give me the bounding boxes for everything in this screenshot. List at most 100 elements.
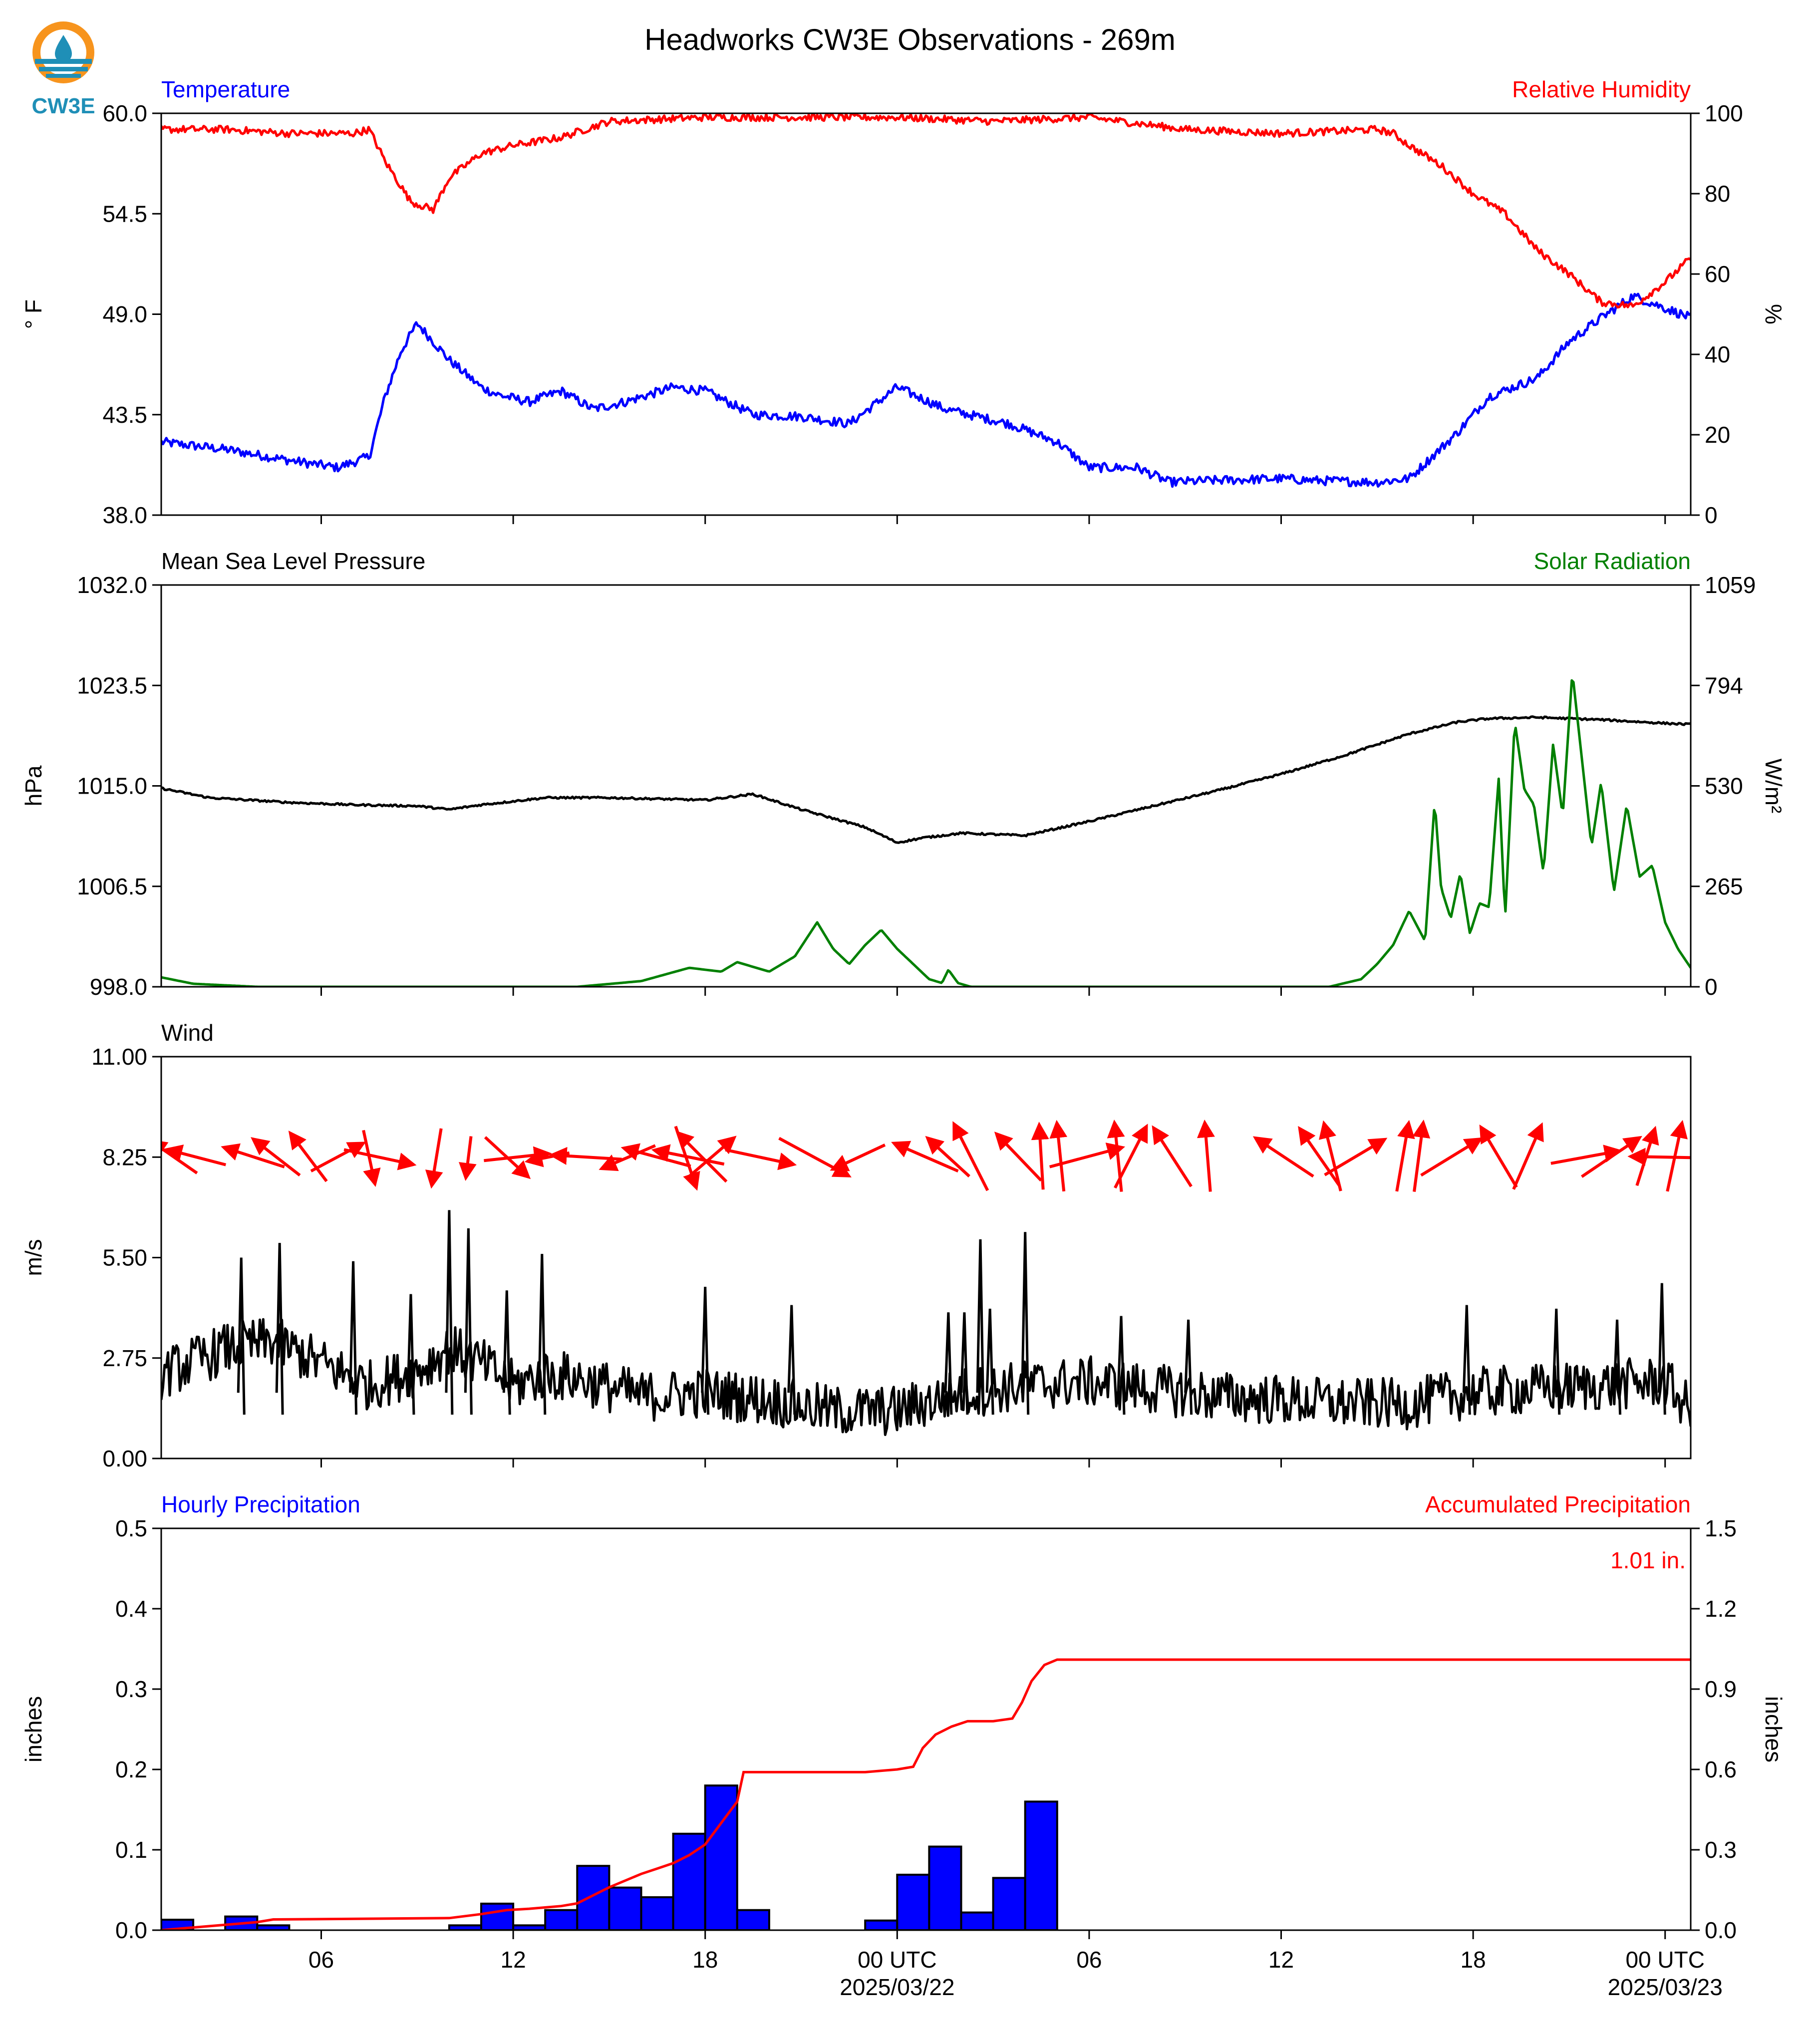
plot-area xyxy=(161,1119,1691,1436)
wind-arrow xyxy=(674,1126,700,1191)
panel-left-label: Temperature xyxy=(161,76,290,102)
wind-arrow xyxy=(1627,1148,1691,1166)
wind-gust-spike xyxy=(237,1257,246,1415)
wind-arrow xyxy=(1479,1124,1518,1188)
wind-arrow xyxy=(651,1144,725,1166)
wind-gust-spike xyxy=(985,1308,994,1415)
accumulated-precip-line xyxy=(161,1658,1691,1930)
wind-gust-spike xyxy=(960,1312,969,1415)
y-tick-label: 0.00 xyxy=(102,1446,147,1471)
y-tick-label: 2.75 xyxy=(102,1345,147,1371)
y2-tick-label: 0.0 xyxy=(1705,1917,1737,1943)
y-axis-title: ° F xyxy=(20,299,46,329)
y-tick-label: 0.0 xyxy=(115,1917,147,1943)
precip-bar xyxy=(640,1896,674,1930)
y-tick-label: 5.50 xyxy=(102,1245,147,1271)
wind-arrow xyxy=(221,1143,285,1168)
wind-arrow xyxy=(1412,1120,1431,1192)
wind-gust-spike xyxy=(1613,1319,1622,1415)
y2-tick-label: 100 xyxy=(1705,100,1743,126)
y2-axis-title: % xyxy=(1761,304,1787,324)
y2-tick-label: 0.9 xyxy=(1705,1676,1737,1702)
x-tick-label: 00 UTC xyxy=(1625,1947,1704,1973)
wind-arrow xyxy=(1420,1137,1483,1177)
x-tick-label: 06 xyxy=(1076,1947,1102,1973)
plot-frame xyxy=(160,1527,1692,1931)
wind-arrow xyxy=(1197,1119,1215,1192)
plot-frame xyxy=(160,112,1692,516)
wind-arrow xyxy=(675,1131,728,1183)
wind-arrow xyxy=(830,1144,886,1171)
y2-tick-label: 60 xyxy=(1705,261,1730,287)
y-tick-label: 38.0 xyxy=(102,502,147,528)
wind-arrow xyxy=(425,1128,443,1189)
wind-arrow xyxy=(459,1136,477,1181)
x-tick-label: 18 xyxy=(1461,1947,1486,1973)
y-tick-label: 0.5 xyxy=(115,1515,147,1541)
wind-gust-spike xyxy=(944,1312,953,1415)
precip-bar xyxy=(576,1865,610,1930)
cw3e-logo-mark xyxy=(32,21,94,83)
precip-bar xyxy=(960,1911,994,1930)
y-tick-label: 49.0 xyxy=(102,301,147,327)
plot-frame xyxy=(160,1056,1692,1459)
wind-gust-spike xyxy=(1021,1232,1030,1415)
wind-arrow xyxy=(1580,1136,1642,1178)
precip-bar xyxy=(544,1909,579,1930)
panel-temp_rh: Temperature Relative Humidity 38.0 43.5 49.0… xyxy=(20,76,1787,528)
y2-tick-label: 0 xyxy=(1705,974,1718,1000)
wind-arrow xyxy=(688,1136,737,1178)
y-tick-label: 998.0 xyxy=(90,974,147,1000)
y-tick-label: 1006.5 xyxy=(77,873,147,899)
y2-tick-label: 80 xyxy=(1705,181,1730,207)
wind-arrow xyxy=(1152,1125,1193,1187)
panel-right-label: Accumulated Precipitation xyxy=(1425,1491,1691,1517)
y2-tick-label: 20 xyxy=(1705,422,1730,448)
plot-area xyxy=(161,679,1691,987)
precip-bar xyxy=(480,1902,515,1930)
wind-gust-spike xyxy=(701,1286,710,1415)
wind-gust-spike xyxy=(787,1305,796,1415)
wind-arrow xyxy=(549,1147,622,1165)
panel-pressure_solar: Mean Sea Level Pressure Solar Radiation 99… xyxy=(20,548,1787,1000)
wind-gust-spike xyxy=(349,1261,358,1415)
y-tick-label: 0.3 xyxy=(115,1676,147,1702)
wind-arrow xyxy=(1550,1145,1622,1165)
precip-bar xyxy=(256,1924,291,1930)
wind-arrow xyxy=(1635,1126,1659,1186)
wind-arrow xyxy=(1324,1138,1388,1176)
precip-bar xyxy=(928,1845,962,1930)
y-tick-label: 1015.0 xyxy=(77,773,147,799)
accumulated-total-label: 1.01 in. xyxy=(1610,1547,1686,1573)
y2-tick-label: 530 xyxy=(1705,773,1743,799)
wind-arrow xyxy=(725,1148,797,1170)
y-tick-label: 0.2 xyxy=(115,1756,147,1782)
y-tick-label: 54.5 xyxy=(102,201,147,227)
wind-arrow xyxy=(1049,1143,1126,1168)
wind-arrow xyxy=(952,1121,989,1191)
precip-bar xyxy=(672,1832,706,1930)
wind-arrow xyxy=(251,1137,301,1177)
y2-tick-label: 1059 xyxy=(1705,572,1756,598)
y2-tick-label: 40 xyxy=(1705,341,1730,367)
wind-arrow xyxy=(1395,1120,1415,1192)
x-tick-label: 18 xyxy=(692,1947,718,1973)
precip-bar xyxy=(1024,1800,1058,1930)
y2-tick-label: 1.5 xyxy=(1705,1515,1737,1541)
wind-arrow xyxy=(1298,1126,1341,1187)
y-tick-label: 8.25 xyxy=(102,1144,147,1170)
plot-frame xyxy=(160,584,1692,988)
y-axis-title: m/s xyxy=(20,1239,46,1276)
y2-axis-title: inches xyxy=(1761,1696,1787,1762)
y2-tick-label: 265 xyxy=(1705,873,1743,899)
panel-wind: Wind 0.00 2.75 5.50 8.25 11.00 m/s xyxy=(20,1020,1692,1471)
wind-gust-spike xyxy=(1657,1283,1666,1415)
y-tick-label: 11.00 xyxy=(91,1044,147,1070)
wind-arrow xyxy=(1512,1122,1544,1190)
precip-bar xyxy=(736,1909,770,1930)
wind-gust-spike xyxy=(464,1228,473,1415)
wind-gust-spike xyxy=(1552,1308,1561,1415)
panel-right-label: Solar Radiation xyxy=(1533,548,1691,574)
wind-gust-spike xyxy=(538,1254,547,1415)
y2-axis-title: W/m² xyxy=(1761,759,1787,814)
